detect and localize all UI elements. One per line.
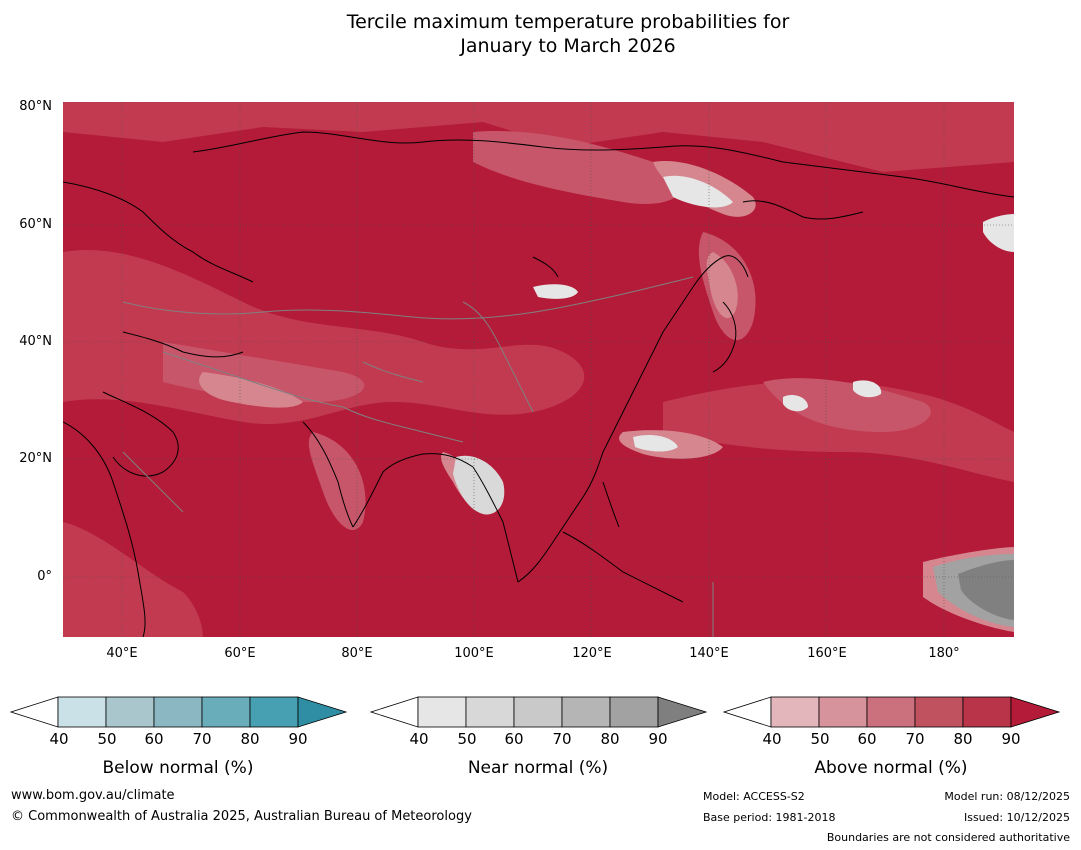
lat-label-40n: 40°N xyxy=(19,334,52,349)
near-tick: 40 xyxy=(409,730,429,748)
colorbar-below-normal-swatches xyxy=(10,696,348,728)
below-colorbar-swatch xyxy=(201,696,251,728)
near-tick: 60 xyxy=(504,730,524,748)
below-tick: 60 xyxy=(144,730,164,748)
colorbar-near-title: Near normal (%) xyxy=(467,758,609,778)
below-colorbar-high-extend xyxy=(297,696,348,728)
below-tick: 80 xyxy=(240,730,260,748)
below-colorbar-low-extend xyxy=(10,696,59,728)
near-colorbar-swatch xyxy=(465,696,515,728)
below-tick: 90 xyxy=(288,730,308,748)
below-colorbar-swatch xyxy=(153,696,203,728)
near-tick: 90 xyxy=(648,730,668,748)
near-colorbar-swatch xyxy=(561,696,611,728)
above-colorbar-swatch xyxy=(914,696,964,728)
above-tick: 40 xyxy=(762,730,782,748)
near-tick: 70 xyxy=(552,730,572,748)
near-tick: 80 xyxy=(600,730,620,748)
below-colorbar-swatch xyxy=(57,696,107,728)
colorbar-above-title: Above normal (%) xyxy=(814,758,968,778)
above-tick: 60 xyxy=(857,730,877,748)
probability-map xyxy=(63,102,1014,637)
colorbar-near-normal-swatches xyxy=(370,696,708,728)
above-colorbar-high-extend xyxy=(1010,696,1061,728)
country-borders xyxy=(122,276,714,637)
copyright-notice: © Commonwealth of Australia 2025, Austra… xyxy=(11,809,472,824)
near-colorbar-swatch xyxy=(609,696,659,728)
lat-label-0: 0° xyxy=(37,569,52,584)
lon-label-120e: 120°E xyxy=(572,646,612,661)
below-tick: 70 xyxy=(192,730,212,748)
title-line-1: Tercile maximum temperature probabilitie… xyxy=(346,11,790,33)
issued-date: Issued: 10/12/2025 xyxy=(963,811,1070,824)
coastlines xyxy=(63,131,1014,637)
above-colorbar-low-extend xyxy=(723,696,772,728)
above-tick: 80 xyxy=(953,730,973,748)
model-run-date: Model run: 08/12/2025 xyxy=(944,790,1070,803)
colorbar-above-normal-swatches xyxy=(723,696,1061,728)
below-tick: 40 xyxy=(49,730,69,748)
above-tick: 70 xyxy=(905,730,925,748)
lon-label-180: 180° xyxy=(928,646,960,661)
title-line-2: January to March 2026 xyxy=(460,35,676,57)
near-colorbar-swatch xyxy=(513,696,563,728)
lat-label-60n: 60°N xyxy=(19,217,52,232)
above-colorbar-swatch xyxy=(866,696,916,728)
near-colorbar-high-extend xyxy=(657,696,708,728)
model-name: Model: ACCESS-S2 xyxy=(703,790,805,803)
lon-label-40e: 40°E xyxy=(106,646,138,661)
map-canvas xyxy=(63,102,1014,637)
lon-label-160e: 160°E xyxy=(807,646,847,661)
above-tick: 90 xyxy=(1001,730,1021,748)
lon-label-100e: 100°E xyxy=(454,646,494,661)
boundaries-disclaimer: Boundaries are not considered authoritat… xyxy=(826,831,1070,844)
below-tick: 50 xyxy=(97,730,117,748)
lat-label-80n: 80°N xyxy=(19,99,52,114)
near-tick: 50 xyxy=(457,730,477,748)
below-colorbar-swatch xyxy=(249,696,299,728)
lon-label-60e: 60°E xyxy=(224,646,256,661)
above-tick: 50 xyxy=(810,730,830,748)
lon-label-80e: 80°E xyxy=(341,646,373,661)
near-colorbar-swatch xyxy=(417,696,467,728)
colorbar-below-title: Below normal (%) xyxy=(102,758,254,778)
above-colorbar-swatch xyxy=(770,696,820,728)
lat-label-20n: 20°N xyxy=(19,451,52,466)
bom-climate-link[interactable]: www.bom.gov.au/climate xyxy=(11,788,175,803)
below-colorbar-swatch xyxy=(105,696,155,728)
map-title: Tercile maximum temperature probabilitie… xyxy=(0,10,1081,58)
lon-label-140e: 140°E xyxy=(689,646,729,661)
above-colorbar-swatch xyxy=(962,696,1012,728)
above-colorbar-swatch xyxy=(818,696,868,728)
graticule xyxy=(63,102,1014,637)
near-colorbar-low-extend xyxy=(370,696,419,728)
base-period: Base period: 1981-2018 xyxy=(703,811,836,824)
